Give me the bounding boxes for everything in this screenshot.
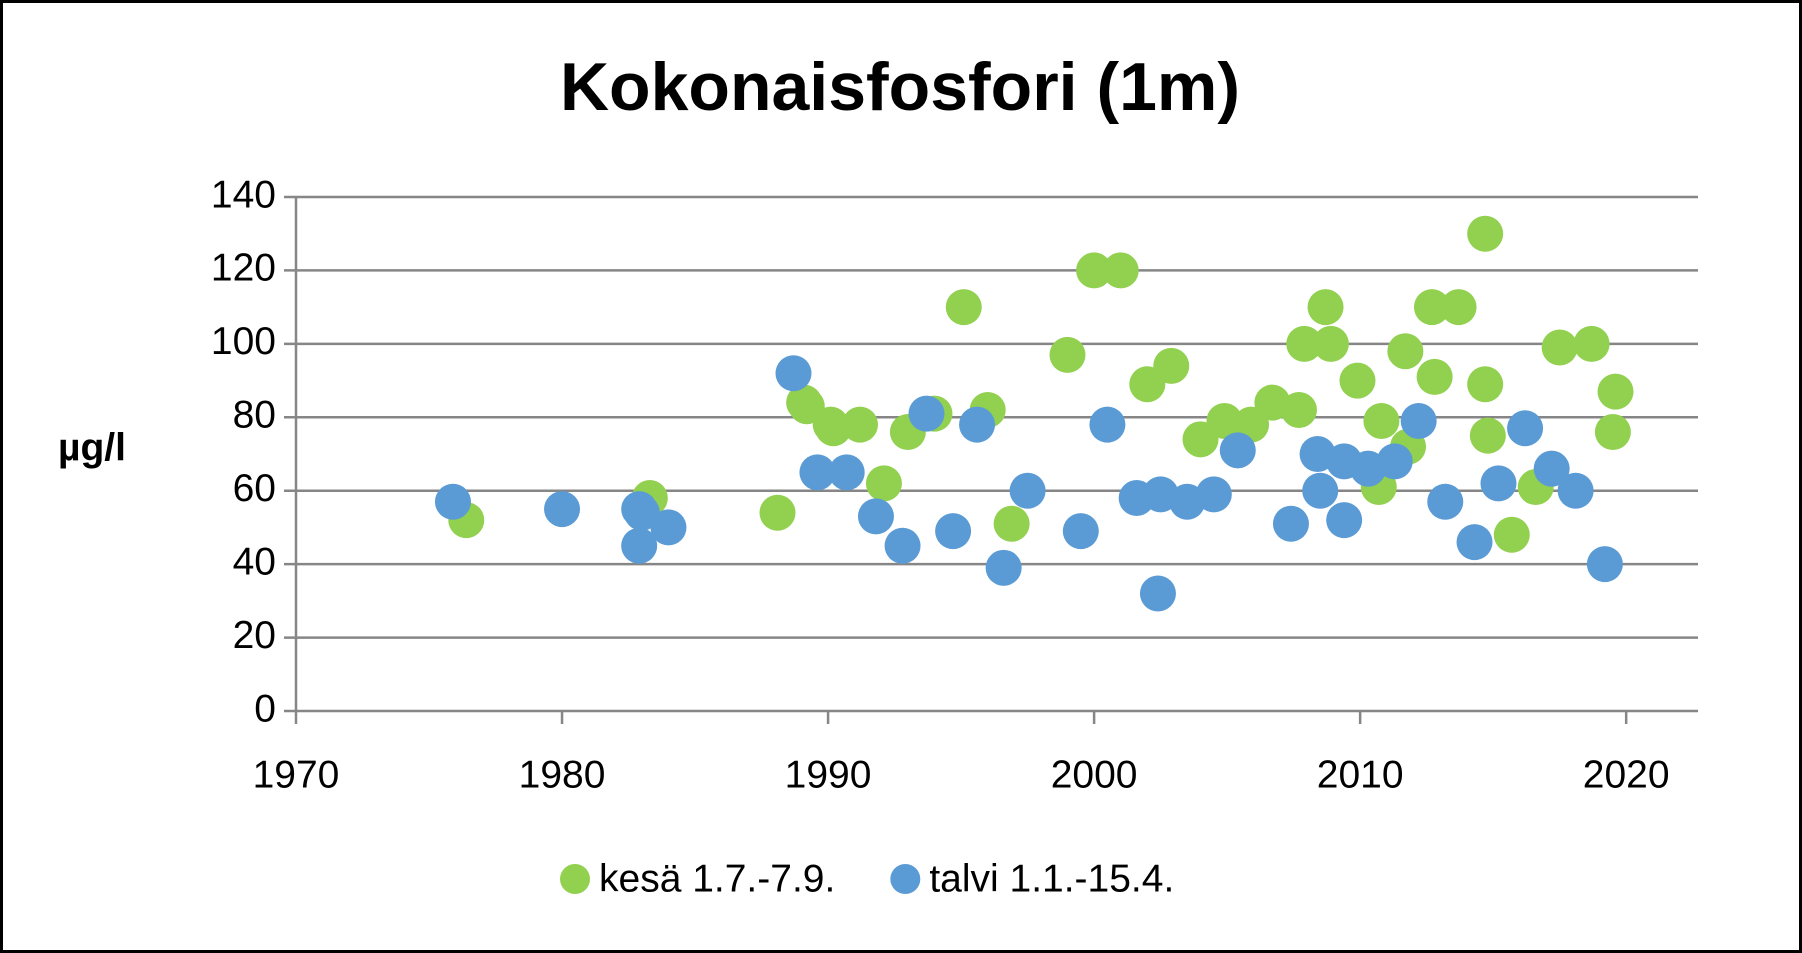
point xyxy=(1594,413,1631,450)
y-tick-label: 140 xyxy=(211,173,276,216)
point xyxy=(1533,450,1570,487)
point xyxy=(1363,402,1400,439)
point xyxy=(1557,472,1594,509)
y-tick-label: 20 xyxy=(233,614,276,657)
point xyxy=(1062,513,1099,550)
point xyxy=(1427,483,1464,520)
point xyxy=(1480,465,1517,502)
y-tick-label: 40 xyxy=(233,540,276,583)
point xyxy=(1416,358,1453,395)
point xyxy=(1076,252,1113,289)
point xyxy=(1049,336,1086,373)
y-axis-label: µg/l xyxy=(58,426,126,469)
point xyxy=(841,406,878,443)
point xyxy=(1456,524,1493,561)
point xyxy=(935,513,972,550)
point xyxy=(945,289,982,326)
point xyxy=(1507,410,1544,447)
x-tick-label: 2000 xyxy=(1051,753,1138,796)
point xyxy=(857,498,894,535)
point xyxy=(1376,443,1413,480)
point xyxy=(1206,402,1243,439)
point xyxy=(1493,516,1530,553)
point xyxy=(775,355,812,392)
point xyxy=(1400,402,1437,439)
legend-marker xyxy=(560,864,590,894)
point xyxy=(1219,432,1256,469)
point xyxy=(959,406,996,443)
y-tick-label: 100 xyxy=(211,320,276,363)
x-tick-label: 1980 xyxy=(519,753,606,796)
x-tick-label: 2010 xyxy=(1317,753,1404,796)
point xyxy=(1339,362,1376,399)
point xyxy=(1413,289,1450,326)
x-tick-label: 2020 xyxy=(1583,753,1670,796)
point xyxy=(985,549,1022,586)
point xyxy=(1139,575,1176,612)
point xyxy=(1467,215,1504,252)
point xyxy=(1597,373,1634,410)
point xyxy=(1302,472,1339,509)
point xyxy=(865,465,902,502)
legend-marker xyxy=(890,864,921,894)
x-tick-label: 1990 xyxy=(785,753,872,796)
point xyxy=(621,527,658,564)
point xyxy=(1009,472,1046,509)
point xyxy=(1286,325,1323,362)
point xyxy=(759,494,796,531)
y-tick-label: 0 xyxy=(254,687,276,730)
point xyxy=(650,509,687,546)
point xyxy=(828,454,865,491)
point xyxy=(884,527,921,564)
point xyxy=(1586,546,1623,583)
point xyxy=(544,491,581,528)
legend-label: kesä 1.7.-7.9. xyxy=(599,857,835,900)
legend-label: talvi 1.1.-15.4. xyxy=(929,857,1174,900)
point xyxy=(623,494,660,531)
point xyxy=(815,410,852,447)
chart-title: Kokonaisfosfori (1m) xyxy=(560,49,1240,125)
x-tick-label: 1970 xyxy=(253,753,340,796)
point xyxy=(1440,289,1477,326)
point xyxy=(1195,476,1232,513)
point xyxy=(1573,325,1610,362)
point xyxy=(1102,252,1139,289)
y-tick-label: 80 xyxy=(233,394,276,437)
point xyxy=(434,483,471,520)
point xyxy=(908,395,945,432)
point xyxy=(1312,325,1349,362)
point xyxy=(1089,406,1126,443)
point xyxy=(1541,329,1578,366)
point xyxy=(993,505,1030,542)
point xyxy=(1307,289,1344,326)
point xyxy=(1280,391,1317,428)
point xyxy=(1153,347,1190,384)
point xyxy=(1272,505,1309,542)
y-tick-label: 60 xyxy=(233,467,276,510)
point xyxy=(1387,333,1424,370)
y-tick-label: 120 xyxy=(211,247,276,290)
point xyxy=(1326,502,1363,539)
point xyxy=(1467,366,1504,403)
point xyxy=(1469,417,1506,454)
point xyxy=(799,454,836,491)
